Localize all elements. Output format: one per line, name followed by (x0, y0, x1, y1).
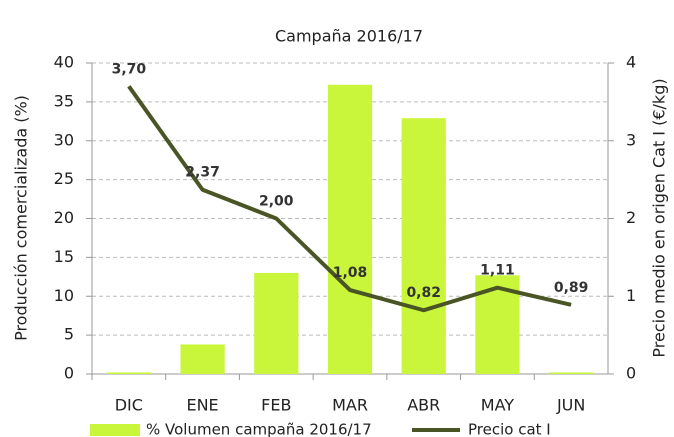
y2-axis-label: Precio medio en origen Cat I (€/kg) (650, 78, 669, 357)
x-tick-label: JUN (556, 396, 585, 415)
x-tick-label: ENE (186, 396, 218, 415)
y-tick-label: 15 (54, 247, 74, 266)
y-tick-label: 10 (54, 286, 74, 305)
line (127, 85, 572, 313)
bar (327, 84, 373, 375)
y-tick-label: 30 (54, 130, 74, 149)
y2-tick-label: 1 (626, 286, 636, 305)
y2-tick-label: 3 (626, 130, 636, 149)
y-tick-label: 5 (64, 325, 74, 344)
bar (549, 372, 594, 374)
chart-title: Campaña 2016/17 (275, 27, 423, 46)
x-tick-label: FEB (261, 396, 291, 415)
legend-label: Precio cat I (468, 421, 551, 437)
y-tick-label: 35 (54, 91, 74, 110)
y-tick-label: 20 (54, 208, 74, 227)
data-label: 1,08 (333, 265, 368, 281)
y-axis-label: Producción comercializada (%) (12, 95, 31, 341)
data-label: 0,89 (554, 280, 589, 296)
data-label: 3,70 (112, 61, 147, 77)
x-tick-label: ABR (407, 396, 440, 415)
bar (180, 344, 225, 374)
data-label: 0,82 (406, 285, 441, 301)
data-label: 2,37 (185, 165, 220, 181)
x-tick-label: MAR (332, 396, 368, 415)
bar (254, 272, 299, 374)
data-label: 2,00 (259, 194, 294, 210)
bar (106, 372, 151, 374)
bar (401, 118, 446, 374)
y2-tick-label: 4 (626, 53, 636, 72)
y-tick-label: 40 (54, 53, 74, 72)
legend-label: % Volumen campaña 2016/17 (146, 421, 372, 437)
x-tick-label: MAY (481, 396, 515, 415)
y2-tick-label: 0 (626, 364, 636, 383)
y2-tick-label: 2 (626, 208, 636, 227)
x-tick-label: DIC (115, 396, 143, 415)
legend-swatch (90, 424, 140, 436)
data-label: 1,11 (480, 263, 515, 279)
y-tick-label: 0 (64, 364, 74, 383)
y-tick-label: 25 (54, 169, 74, 188)
